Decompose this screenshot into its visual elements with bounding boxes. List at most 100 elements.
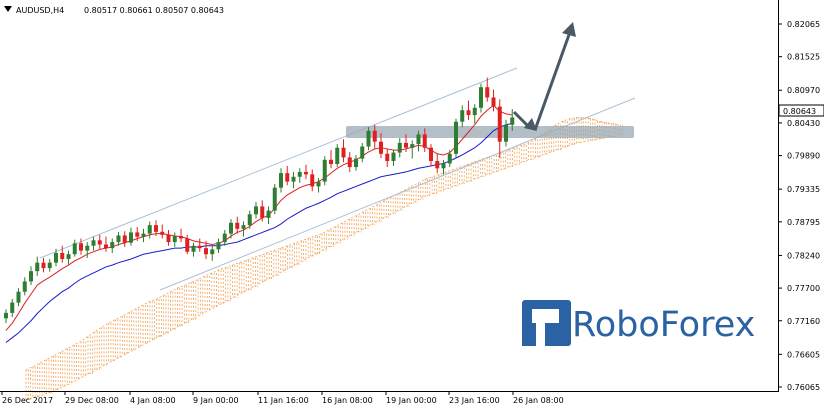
candle-body-bull	[4, 312, 8, 319]
symbol-dropdown-icon[interactable]	[4, 6, 12, 12]
candle-body-bear	[260, 206, 265, 218]
candle-body-bear	[235, 222, 240, 229]
support-zone	[346, 126, 634, 138]
candle-body-bull	[147, 225, 152, 234]
candle-body-bull	[397, 142, 402, 153]
cloud-span-a	[25, 117, 619, 371]
logo-mark-inner	[532, 309, 559, 323]
candle-body-bear	[97, 240, 102, 245]
candle-body-bear	[185, 238, 190, 252]
candle-body-bear	[41, 262, 46, 269]
candle-body-bull	[291, 176, 296, 182]
candle-body-bull	[416, 134, 421, 145]
candle-body-bear	[347, 157, 352, 168]
candle-body-bull	[47, 262, 52, 269]
forecast-arrow	[512, 22, 576, 131]
candle-body-bull	[210, 249, 215, 255]
price-tick-label: 0.80430	[787, 119, 820, 128]
candle-body-bear	[466, 110, 471, 116]
price-tick-label: 0.76605	[787, 350, 820, 359]
candle-body-bull	[454, 121, 458, 154]
candle-body-bear	[429, 147, 433, 162]
price-tick-label: 0.79335	[787, 185, 820, 194]
price-tick-label: 0.79890	[787, 152, 820, 161]
candle-body-bull	[354, 158, 358, 168]
candle-body-bear	[379, 141, 383, 154]
candle-body-bull	[504, 124, 508, 142]
candle-body-bull	[472, 107, 477, 116]
candle-body-bull	[316, 181, 321, 187]
price-tag-value: 0.80643	[783, 107, 816, 116]
candle-body-bear	[485, 87, 490, 98]
logo-mark-stem	[522, 309, 532, 346]
candle-body-bear	[135, 232, 140, 237]
candle-body-bull	[279, 173, 283, 188]
brand-name: RoboForex	[572, 305, 755, 345]
candle-body-bull	[216, 242, 221, 250]
time-tick-label: 29 Dec 08:00	[65, 396, 119, 405]
ohlc-quote-label: 0.80517 0.80661 0.80507 0.80643	[84, 6, 224, 15]
chart-header: AUDUSD,H4 0.80517 0.80661 0.80507 0.8064…	[4, 6, 224, 15]
candle-body-bull	[129, 232, 133, 243]
candle-body-bear	[422, 134, 427, 148]
candle-body-bull	[366, 130, 371, 147]
price-tick-label: 0.77160	[787, 317, 820, 326]
candle-body-bear	[179, 236, 183, 239]
candle-body-bull	[72, 243, 77, 255]
candle-body-bear	[160, 231, 165, 235]
candle-body-bear	[154, 225, 158, 232]
candle-body-bull	[110, 242, 115, 249]
candle-body-bull	[22, 281, 27, 292]
tenkan-path	[5, 104, 513, 331]
candle-body-bear	[385, 153, 390, 162]
price-scale: 0.82065 0.81525 0.80970 0.80430 0.79890 0.793…	[778, 20, 820, 392]
time-scale: 26 Dec 2017 29 Dec 08:00 4 Jan 08:00 9 Jan …	[1, 391, 564, 405]
time-tick-label: 26 Jan 08:00	[513, 396, 564, 405]
price-tick-label: 0.76065	[787, 383, 820, 392]
candle-body-bull	[391, 152, 396, 162]
price-tick-label: 0.78240	[787, 251, 820, 260]
candle-body-bear	[104, 244, 108, 249]
price-tick-label: 0.80970	[787, 86, 820, 95]
candle-body-bull	[254, 206, 258, 215]
candle-body-bull	[66, 254, 71, 260]
candle-body-bull	[35, 262, 40, 272]
symbol-timeframe-label: AUDUSD,H4	[16, 6, 64, 15]
candle-body-bear	[372, 130, 377, 142]
candle-body-bull	[229, 222, 233, 234]
candle-body-bull	[91, 240, 96, 246]
price-tag: 0.80643	[778, 104, 824, 117]
candle-body-bull	[222, 233, 227, 243]
candle-body-bull	[247, 214, 252, 226]
candle-body-bull	[272, 187, 277, 211]
time-tick-label: 11 Jan 16:00	[258, 396, 309, 405]
candles	[4, 77, 515, 324]
candle-body-bull	[322, 159, 327, 182]
price-tick-label: 0.81525	[787, 53, 820, 62]
time-tick-label: 23 Jan 16:00	[449, 396, 500, 405]
candle-body-bull	[191, 245, 196, 252]
candle-body-bull	[172, 236, 177, 243]
forecast-arrowhead-up	[562, 22, 576, 37]
candle-body-bull	[241, 225, 246, 229]
kijun-path	[5, 123, 513, 343]
candle-body-bear	[310, 174, 315, 187]
tenkan-line	[5, 104, 513, 331]
candle-body-bull	[10, 302, 15, 313]
candle-body-bull	[141, 233, 146, 237]
candle-body-bear	[204, 248, 208, 255]
time-tick-label: 16 Jan 08:00	[322, 396, 373, 405]
candle-body-bear	[60, 252, 65, 260]
roboforex-logo: RoboForex	[522, 300, 755, 346]
candle-body-bull	[16, 291, 21, 303]
candle-body-bear	[341, 147, 346, 158]
channel-upper-line	[39, 67, 518, 259]
price-tick-label: 0.78795	[787, 218, 820, 227]
candle-body-bull	[360, 146, 365, 159]
candle-body-bear	[285, 173, 290, 182]
forecast-arrow-up-leg	[533, 31, 572, 131]
candle-body-bear	[122, 235, 127, 243]
candle-body-bull	[54, 252, 58, 263]
candle-body-bull	[510, 117, 515, 125]
